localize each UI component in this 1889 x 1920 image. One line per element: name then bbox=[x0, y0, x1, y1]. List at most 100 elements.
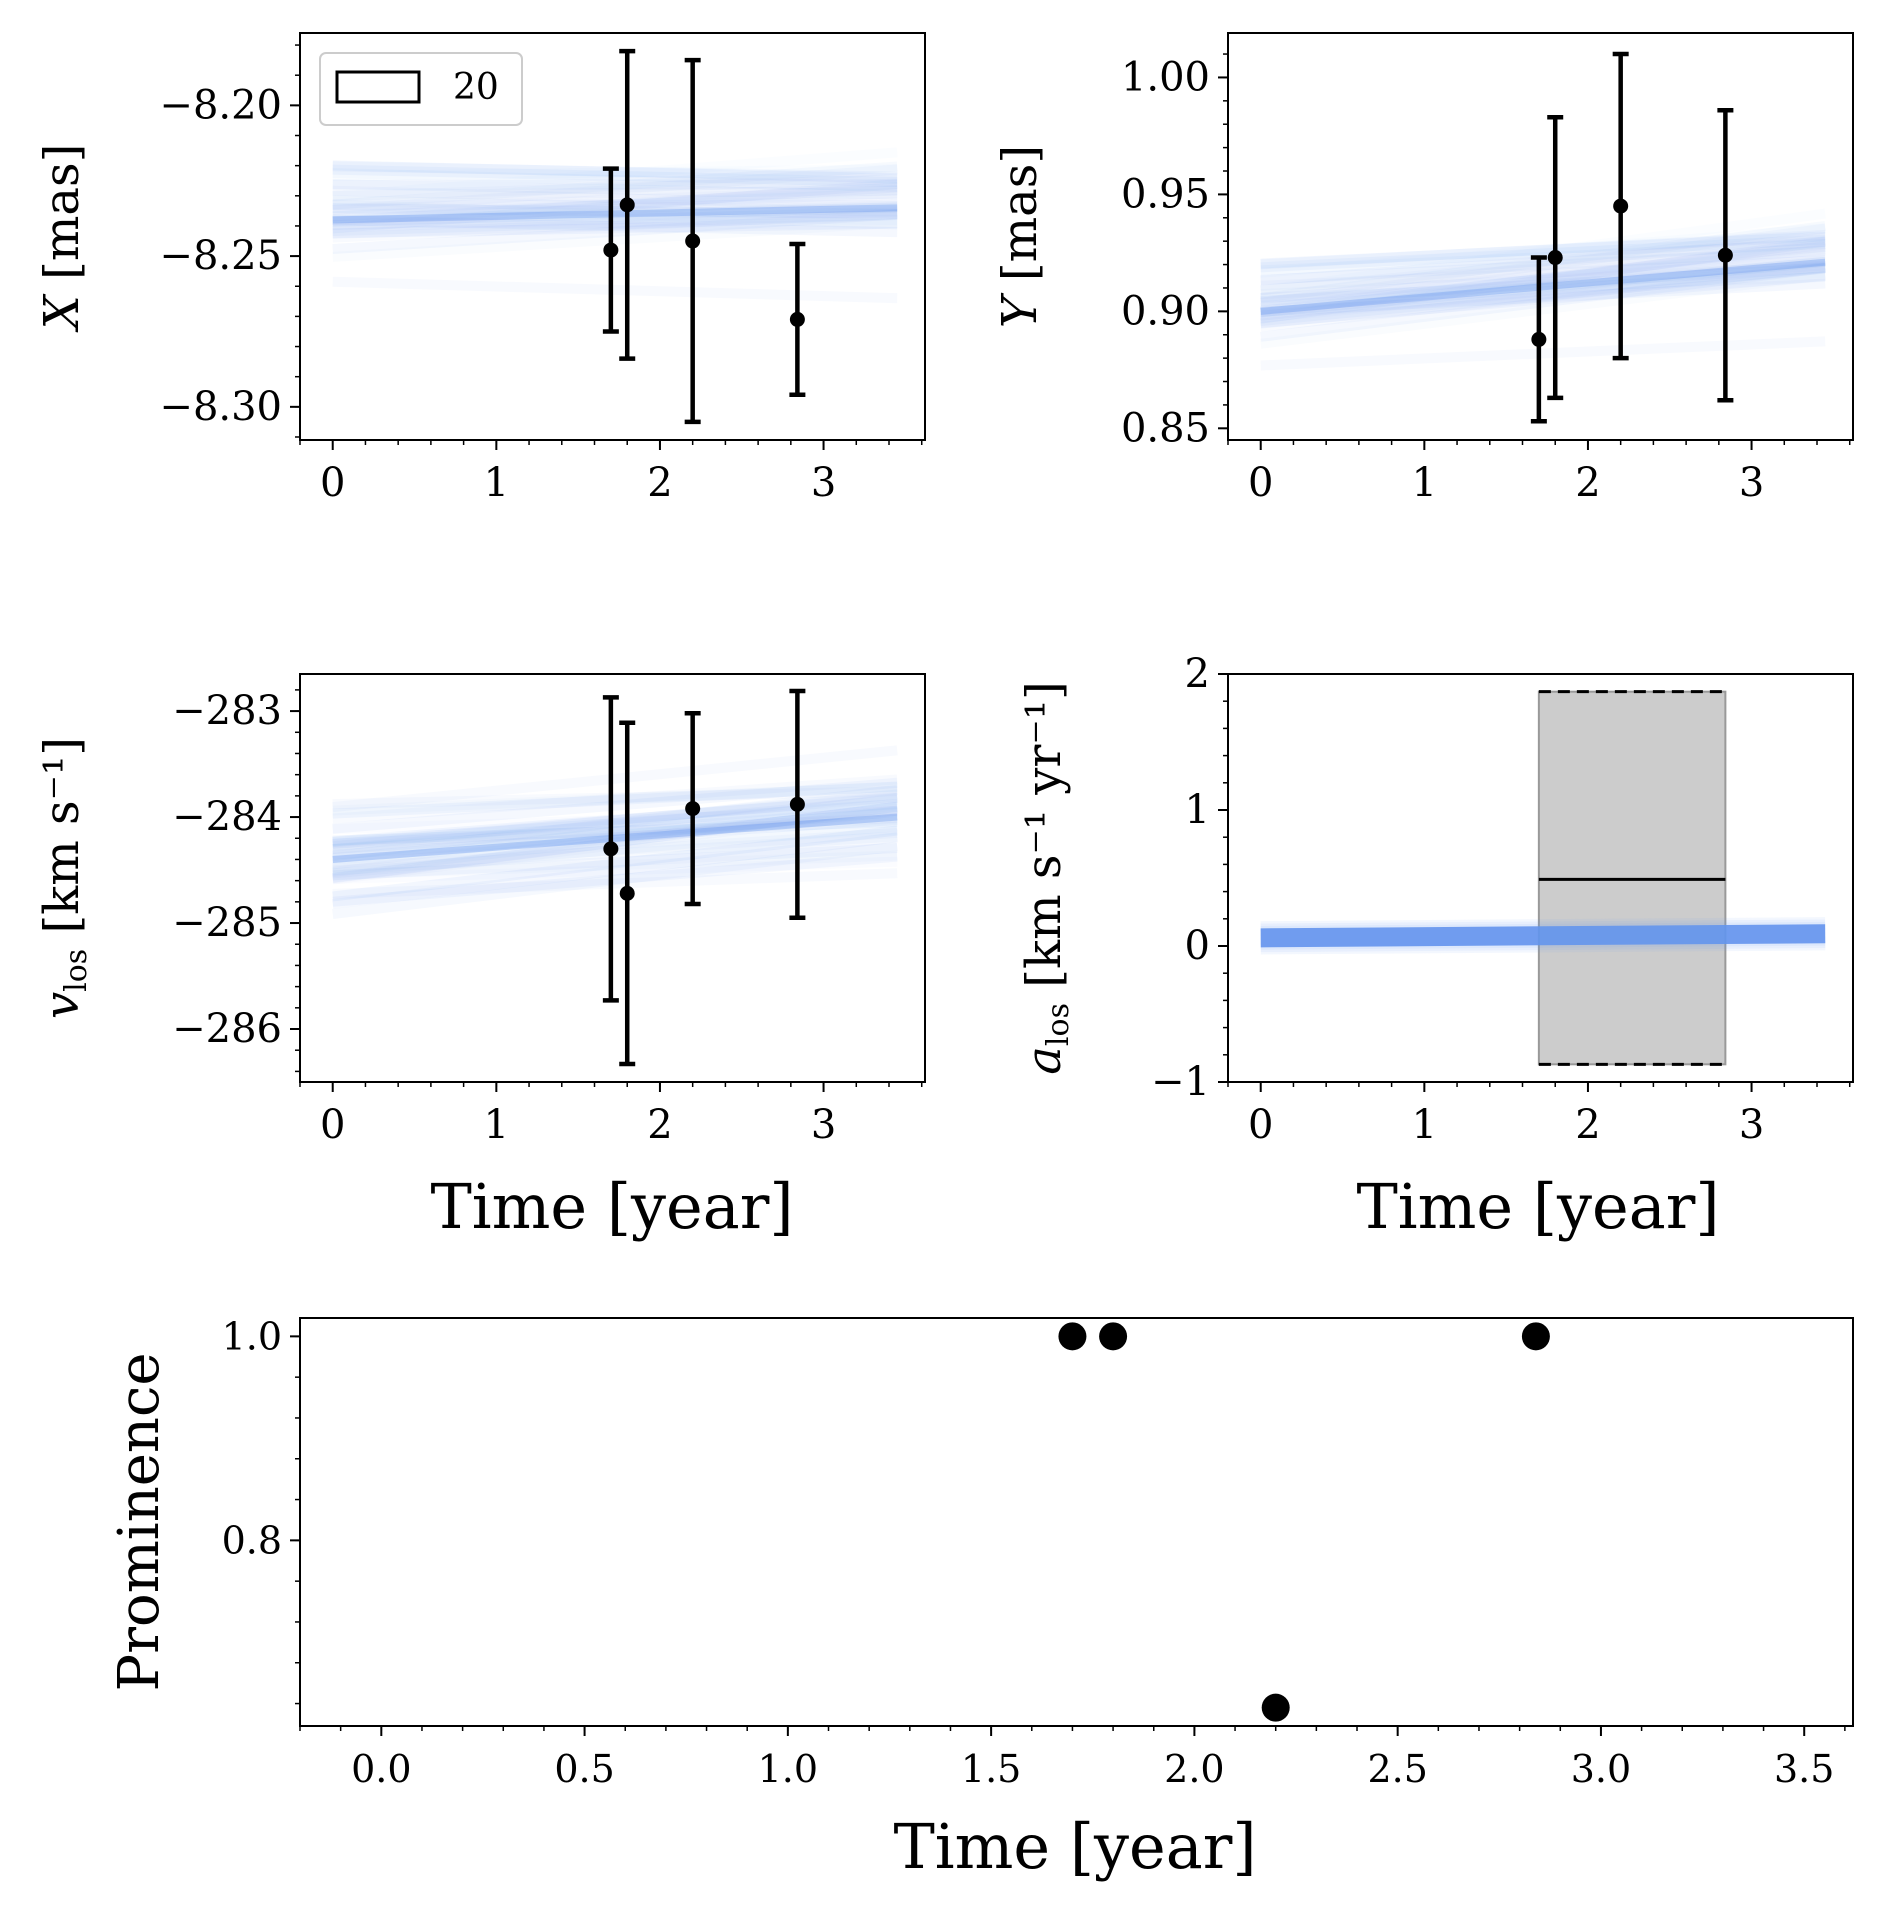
model-acceleration-line bbox=[1260, 917, 1826, 955]
axes-frame bbox=[299, 1317, 1854, 1727]
x-tick-label: 1 bbox=[484, 460, 509, 506]
model-line bbox=[332, 179, 898, 234]
y-tick-label: −1 bbox=[1151, 1059, 1210, 1105]
model-line bbox=[332, 179, 898, 200]
panel-los-acceleration: 0 1 2 3 2 1 0 −1 alos [km s⁻¹ yr⁻¹] bbox=[1016, 651, 1854, 1148]
y-axis-label: alos [km s⁻¹ yr⁻¹] bbox=[1016, 681, 1076, 1074]
y-tick-label: 2 bbox=[1185, 651, 1210, 697]
legend: 20 bbox=[319, 52, 523, 126]
model-line bbox=[332, 801, 898, 884]
model-line bbox=[1260, 231, 1826, 269]
y-axis-label-variable: a bbox=[1016, 1046, 1072, 1075]
model-line bbox=[332, 164, 898, 216]
x-tick-label: 2.0 bbox=[1164, 1747, 1224, 1791]
y-tick-label: 0 bbox=[1185, 923, 1210, 969]
y-tick-label: −286 bbox=[172, 1006, 282, 1052]
x-tick-label: 0 bbox=[320, 1102, 345, 1148]
model-line bbox=[1260, 256, 1826, 318]
model-line bbox=[1260, 229, 1826, 270]
model-acceleration-line bbox=[1260, 919, 1826, 953]
data-point bbox=[1613, 198, 1629, 214]
model-median-line bbox=[332, 813, 898, 863]
model-line bbox=[332, 209, 898, 254]
model-line bbox=[1260, 221, 1826, 303]
y-tick-label: 1.0 bbox=[222, 1314, 282, 1358]
y-tick-label: 0.95 bbox=[1121, 171, 1210, 217]
data-point bbox=[603, 841, 619, 857]
x-tick-label: 3 bbox=[1739, 460, 1764, 506]
data-point bbox=[1717, 247, 1733, 263]
x-axis-label-right: Time [year] bbox=[1356, 1170, 1719, 1243]
legend-label: 20 bbox=[453, 67, 499, 108]
data-point bbox=[1261, 1693, 1290, 1722]
y-axis-label-unit: [mas] bbox=[34, 144, 90, 295]
model-line bbox=[1260, 223, 1826, 308]
data-point bbox=[685, 801, 701, 817]
y-tick-label: 0.90 bbox=[1121, 288, 1210, 334]
data-point bbox=[603, 242, 619, 258]
x-tick-label: 3.0 bbox=[1571, 1747, 1631, 1791]
model-line bbox=[1260, 261, 1826, 321]
model-line bbox=[1260, 263, 1826, 329]
x-tick-label: 2.5 bbox=[1367, 1747, 1427, 1791]
x-tick-label: 1.5 bbox=[961, 1747, 1021, 1791]
model-line bbox=[332, 185, 898, 211]
model-line bbox=[332, 814, 898, 860]
x-tick-label: 0 bbox=[1248, 460, 1273, 506]
x-tick-label: 2 bbox=[1575, 460, 1600, 506]
model-line bbox=[332, 207, 898, 231]
model-line bbox=[332, 208, 898, 243]
data-point bbox=[619, 885, 635, 901]
x-tick-label: 1.0 bbox=[758, 1747, 818, 1791]
x-tick-label: 3.5 bbox=[1774, 1747, 1834, 1791]
model-line bbox=[332, 868, 898, 899]
model-median-line bbox=[332, 204, 898, 224]
y-axis-label: Y [mas] bbox=[992, 145, 1048, 328]
model-line bbox=[332, 174, 898, 202]
model-line bbox=[332, 202, 898, 227]
model-acceleration-line bbox=[1260, 924, 1826, 948]
model-line bbox=[332, 801, 898, 883]
x-tick-label: 3 bbox=[811, 460, 836, 506]
model-line bbox=[332, 805, 898, 855]
x-tick-label: 1 bbox=[1412, 1102, 1437, 1148]
model-line bbox=[332, 807, 898, 863]
y-axis-label: X [mas] bbox=[34, 144, 90, 334]
panel-y-position: 0 1 2 3 0.85 0.90 0.95 1.00 Y [mas] bbox=[992, 32, 1854, 506]
model-line bbox=[332, 745, 898, 813]
y-axis-label-unit: [mas] bbox=[992, 145, 1048, 296]
y-tick-label: −285 bbox=[172, 900, 282, 946]
x-tick-label: 3 bbox=[1739, 1102, 1764, 1148]
model-line bbox=[1260, 270, 1826, 328]
x-axis-label-left: Time [year] bbox=[430, 1170, 793, 1243]
y-tick-label: −283 bbox=[172, 688, 282, 734]
axes-frame bbox=[1227, 673, 1854, 1083]
y-tick-label: −8.30 bbox=[159, 384, 282, 430]
data-point bbox=[1547, 250, 1563, 266]
x-tick-label: 0.0 bbox=[351, 1747, 411, 1791]
y-tick-label: 1 bbox=[1185, 787, 1210, 833]
y-tick-label: 0.8 bbox=[222, 1518, 282, 1562]
model-line bbox=[332, 160, 898, 184]
x-tick-label: 2 bbox=[1575, 1102, 1600, 1148]
y-tick-label: −8.20 bbox=[159, 82, 282, 128]
model-line bbox=[332, 843, 898, 881]
model-line bbox=[1260, 236, 1826, 286]
model-line bbox=[332, 161, 898, 182]
data-point bbox=[1099, 1322, 1128, 1351]
x-tick-label: 1 bbox=[484, 1102, 509, 1148]
model-line bbox=[332, 781, 898, 819]
model-line bbox=[332, 188, 898, 222]
model-line bbox=[332, 812, 898, 849]
y-axis-label-variable: Y bbox=[992, 292, 1048, 328]
model-line bbox=[332, 777, 898, 834]
model-line bbox=[332, 825, 898, 902]
x-tick-label: 0.5 bbox=[554, 1747, 614, 1791]
model-line bbox=[332, 793, 898, 870]
panel-x-position: 0 1 2 3 −8.20 −8.25 −8.30 X [mas] bbox=[34, 32, 926, 506]
data-point bbox=[685, 233, 701, 249]
y-tick-label: −284 bbox=[172, 794, 282, 840]
model-line bbox=[1260, 262, 1826, 327]
model-line bbox=[1260, 234, 1826, 273]
